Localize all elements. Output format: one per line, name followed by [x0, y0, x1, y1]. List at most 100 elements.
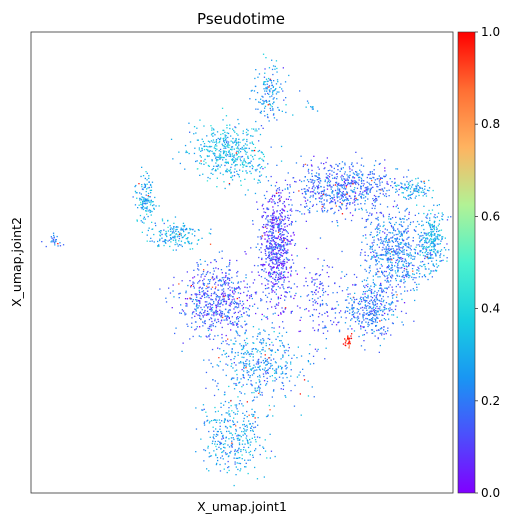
scatter-point — [372, 204, 375, 207]
scatter-point — [264, 350, 266, 352]
scatter-point — [237, 141, 240, 143]
scatter-point — [349, 293, 351, 295]
scatter-point — [246, 429, 248, 431]
scatter-point — [338, 209, 340, 212]
scatter-point — [299, 179, 301, 181]
scatter-point — [232, 302, 234, 304]
scatter-point — [275, 217, 277, 219]
scatter-point — [346, 199, 348, 201]
scatter-point — [379, 242, 382, 244]
scatter-point — [267, 256, 269, 259]
scatter-point — [265, 370, 267, 372]
scatter-point — [277, 188, 279, 190]
scatter-point — [362, 298, 365, 300]
scatter-point — [437, 212, 440, 214]
scatter-point — [329, 181, 331, 184]
scatter-point — [209, 420, 211, 423]
scatter-point — [212, 173, 214, 175]
scatter-point — [266, 369, 269, 372]
scatter-point — [345, 273, 348, 276]
scatter-point — [318, 173, 320, 175]
scatter-point — [229, 302, 231, 304]
scatter-point — [234, 461, 236, 463]
scatter-point — [226, 316, 228, 318]
scatter-point — [258, 101, 260, 103]
scatter-point — [276, 253, 278, 255]
scatter-point — [316, 286, 318, 288]
scatter-point — [242, 347, 245, 349]
scatter-point — [245, 329, 247, 331]
scatter-point — [231, 149, 233, 151]
scatter-point — [246, 435, 248, 437]
scatter-point — [212, 277, 214, 279]
scatter-point — [353, 189, 355, 191]
scatter-point — [275, 274, 277, 276]
scatter-point — [225, 135, 227, 137]
scatter-point — [376, 268, 378, 270]
scatter-point — [228, 466, 230, 468]
scatter-point — [196, 299, 198, 301]
scatter-point — [224, 400, 227, 403]
scatter-point — [264, 360, 267, 363]
scatter-point — [382, 216, 385, 218]
scatter-point — [224, 136, 226, 138]
scatter-point — [218, 446, 220, 448]
scatter-point — [290, 224, 293, 226]
scatter-point — [378, 271, 380, 273]
scatter-point — [368, 173, 370, 176]
scatter-point — [220, 302, 222, 304]
scatter-point — [182, 229, 184, 231]
scatter-point — [227, 277, 229, 279]
scatter-point — [286, 231, 288, 233]
scatter-point — [230, 176, 233, 179]
scatter-point — [409, 188, 412, 190]
scatter-point — [246, 342, 249, 345]
scatter-point — [170, 238, 173, 240]
scatter-point — [211, 160, 213, 162]
scatter-point — [395, 240, 397, 242]
scatter-point — [349, 203, 351, 206]
scatter-point — [249, 170, 251, 173]
scatter-point — [433, 244, 435, 246]
scatter-point — [326, 157, 328, 159]
scatter-point — [245, 466, 247, 468]
scatter-point — [265, 247, 268, 249]
scatter-point — [417, 252, 419, 254]
scatter-point — [336, 185, 338, 187]
scatter-point — [217, 284, 219, 286]
scatter-point — [328, 176, 331, 178]
scatter-point — [229, 293, 231, 296]
scatter-point — [307, 102, 310, 104]
scatter-point — [406, 238, 408, 240]
scatter-point — [275, 60, 278, 62]
scatter-point — [271, 218, 274, 220]
scatter-point — [367, 323, 369, 325]
scatter-point — [212, 322, 214, 325]
scatter-point — [245, 274, 247, 276]
scatter-point — [154, 196, 156, 199]
scatter-point — [272, 217, 275, 219]
scatter-point — [256, 92, 259, 94]
scatter-point — [320, 283, 322, 285]
scatter-point — [440, 253, 442, 255]
scatter-point — [245, 323, 248, 325]
scatter-point — [207, 146, 209, 148]
scatter-point — [357, 203, 359, 205]
scatter-point — [265, 301, 268, 303]
scatter-point — [249, 459, 251, 461]
scatter-point — [276, 263, 278, 265]
scatter-point — [395, 239, 397, 241]
scatter-point — [228, 355, 230, 357]
scatter-point — [335, 181, 337, 184]
scatter-point — [233, 484, 235, 487]
scatter-point — [193, 303, 195, 305]
scatter-point — [271, 222, 274, 224]
scatter-point — [251, 413, 253, 416]
scatter-point — [174, 237, 176, 239]
scatter-point — [311, 173, 313, 175]
scatter-point — [267, 219, 269, 221]
scatter-point — [171, 307, 173, 309]
scatter-point — [235, 160, 237, 162]
scatter-point — [224, 393, 226, 396]
scatter-point — [208, 359, 210, 361]
